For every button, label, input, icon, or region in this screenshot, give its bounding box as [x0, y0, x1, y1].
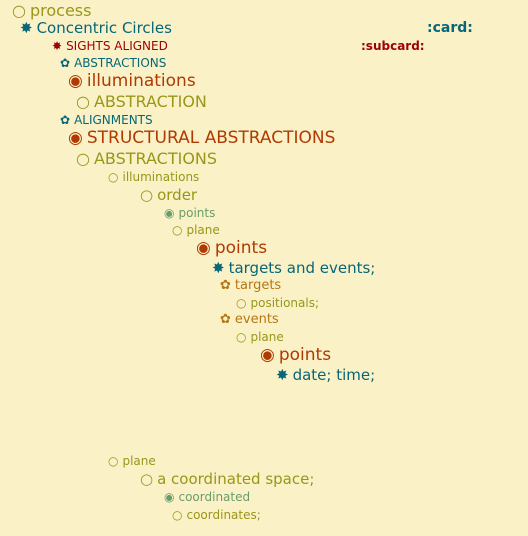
outline-item[interactable]: ✿ ALIGNMENTS: [60, 114, 153, 126]
outline-item[interactable]: ○ plane: [108, 455, 156, 467]
outline-item-label: events: [234, 312, 279, 327]
outline-item[interactable]: ◉ illuminations: [68, 73, 196, 90]
outline-item-label: illuminations: [122, 170, 200, 184]
outline-item-label: illuminations: [86, 71, 196, 91]
outline-item[interactable]: ○ positionals;: [236, 297, 319, 309]
circle-filled-icon: ◉: [68, 71, 83, 91]
star-burst-icon: ✸: [20, 19, 33, 37]
outline-item[interactable]: ✸ targets and events;: [212, 261, 375, 276]
circle-outline-icon: ○: [140, 470, 154, 488]
flower-icon: ✿: [60, 56, 71, 70]
circle-filled-icon: ◉: [164, 490, 175, 504]
outline-item-label: Concentric Circles: [36, 19, 172, 37]
outline-item[interactable]: ◉ points: [260, 347, 331, 364]
outline-item-label: plane: [250, 330, 284, 344]
outline-item[interactable]: ✸ SIGHTS ALIGNED: [52, 40, 168, 52]
outline-item[interactable]: ○ a coordinated space;: [140, 472, 314, 487]
outline-item-label: plane: [186, 223, 220, 237]
outline-item-label: ALIGNMENTS: [74, 113, 153, 127]
flower-icon: ✿: [60, 113, 71, 127]
circle-filled-icon: ◉: [196, 238, 211, 258]
outline-item-label: plane: [122, 454, 156, 468]
circle-outline-icon: ○: [236, 296, 247, 310]
outline-item-label: coordinated: [178, 490, 251, 504]
outline-item[interactable]: ○ plane: [236, 331, 284, 343]
circle-outline-icon: ○: [108, 454, 119, 468]
outline-item-label: order: [157, 186, 198, 204]
outline-item[interactable]: ◉ points: [196, 240, 267, 257]
outline-item-label: points: [178, 206, 216, 220]
outline-item-label: ABSTRACTIONS: [74, 56, 167, 70]
outline-item[interactable]: ✸ date; time;: [276, 368, 375, 383]
outline-item[interactable]: ○ process: [12, 3, 91, 19]
star-burst-icon: ✸: [212, 259, 225, 277]
outline-item[interactable]: ✸ Concentric Circles: [20, 21, 172, 36]
circle-outline-icon: ○: [12, 1, 26, 20]
outline-item-label: coordinates;: [186, 508, 261, 522]
outline-item[interactable]: ✿ events: [220, 313, 279, 326]
subcard-tag: :subcard:: [361, 39, 425, 53]
outline-item-label: positionals;: [250, 296, 319, 310]
star-burst-icon: ✸: [52, 39, 63, 53]
outline-item[interactable]: ○ coordinates;: [172, 509, 261, 521]
star-burst-icon: ✸: [276, 366, 289, 384]
flower-icon: ✿: [220, 312, 231, 327]
outline-item-label: SIGHTS ALIGNED: [66, 39, 168, 53]
circle-outline-icon: ○: [76, 149, 90, 168]
flower-icon: ✿: [220, 278, 231, 293]
outline-item-label: targets and events;: [228, 259, 376, 277]
outline-item[interactable]: ◉ STRUCTURAL ABSTRACTIONS: [68, 130, 335, 147]
outline-item-label: points: [214, 238, 268, 258]
outline-item[interactable]: ○ order: [140, 188, 197, 203]
outline-item[interactable]: ◉ coordinated: [164, 491, 250, 503]
outline-item-label: points: [278, 345, 332, 365]
circle-outline-icon: ○: [140, 186, 154, 204]
outline-item-label: process: [29, 1, 92, 20]
card-tag: :card:: [427, 20, 473, 36]
outline-item[interactable]: ✿ ABSTRACTIONS: [60, 57, 166, 69]
outline-item-label: ABSTRACTION: [93, 92, 207, 111]
outline-item-label: a coordinated space;: [157, 470, 315, 488]
circle-filled-icon: ◉: [260, 345, 275, 365]
outline-item[interactable]: ○ illuminations: [108, 171, 199, 183]
outline-item[interactable]: ○ ABSTRACTION: [76, 94, 207, 110]
circle-filled-icon: ◉: [164, 206, 175, 220]
outline-item[interactable]: ○ ABSTRACTIONS: [76, 151, 217, 167]
circle-outline-icon: ○: [172, 223, 183, 237]
outline-item-label: STRUCTURAL ABSTRACTIONS: [86, 128, 336, 148]
outline-item[interactable]: ◉ points: [164, 207, 215, 219]
circle-outline-icon: ○: [236, 330, 247, 344]
outline-item[interactable]: ○ plane: [172, 224, 220, 236]
outline-item[interactable]: ✿ targets: [220, 279, 281, 292]
circle-outline-icon: ○: [76, 92, 90, 111]
outline-item-label: targets: [234, 278, 282, 293]
outline-item-label: ABSTRACTIONS: [93, 149, 218, 168]
circle-outline-icon: ○: [108, 170, 119, 184]
outline-item-label: date; time;: [292, 366, 376, 384]
circle-filled-icon: ◉: [68, 128, 83, 148]
circle-outline-icon: ○: [172, 508, 183, 522]
